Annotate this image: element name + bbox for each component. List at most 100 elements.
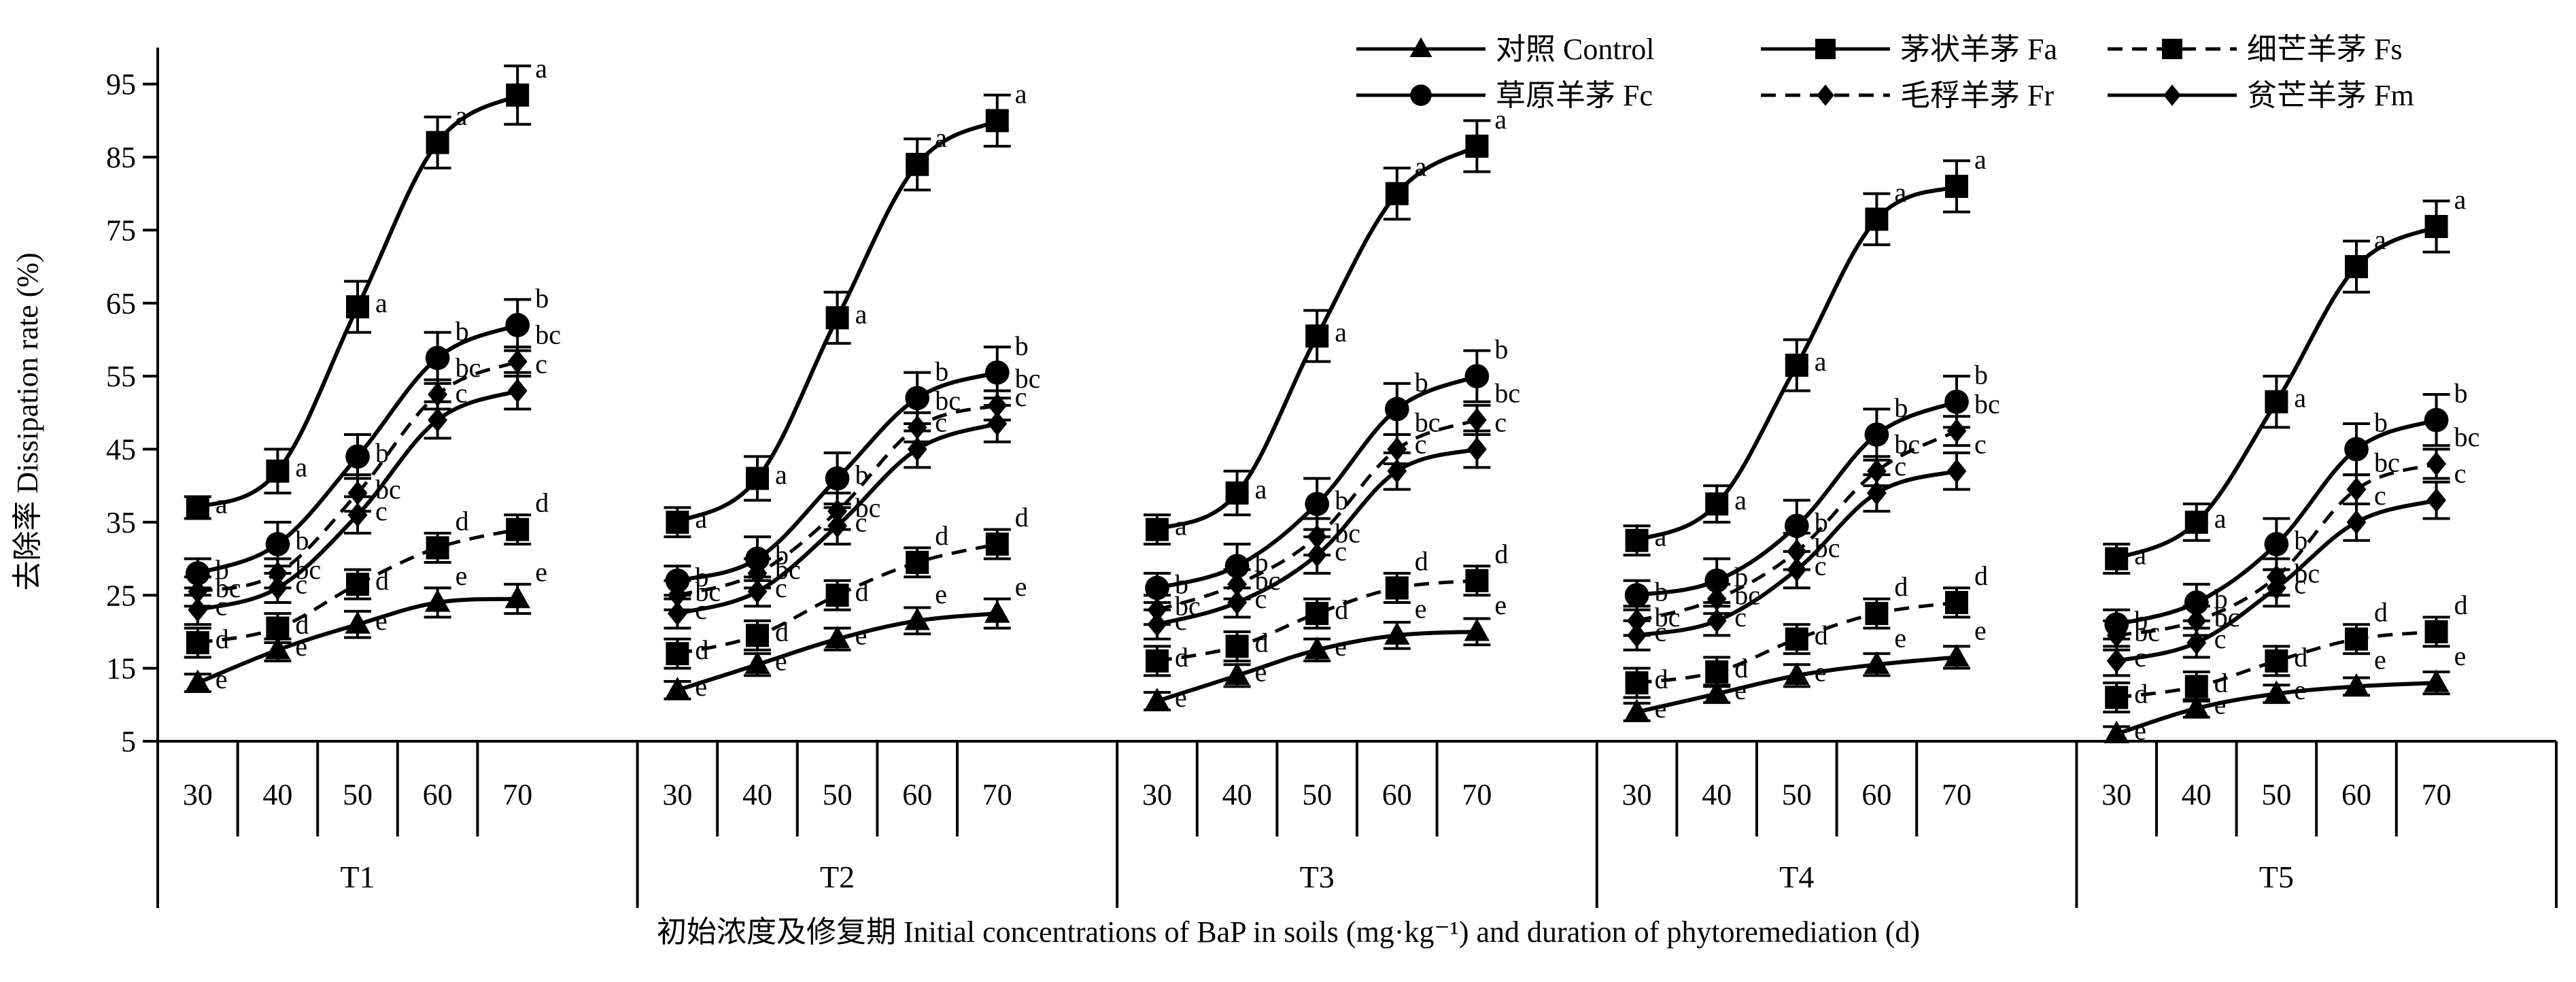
legend-label: 毛稃羊茅 Fr — [1900, 79, 2054, 112]
marker-circle — [425, 345, 450, 371]
significance-label: d — [295, 609, 309, 640]
significance-label: b — [2214, 583, 2228, 614]
significance-label: c — [1175, 605, 1187, 636]
significance-label: e — [2294, 675, 2306, 705]
marker-square — [2105, 685, 2129, 709]
marker-circle — [345, 444, 370, 469]
significance-label: bc — [1015, 363, 1041, 394]
marker-circle — [2264, 532, 2289, 556]
legend-label: 茅状羊茅 Fa — [1900, 33, 2057, 66]
marker-square — [1705, 492, 1729, 516]
marker-diamond — [428, 407, 448, 433]
significance-label: c — [375, 496, 388, 526]
marker-diamond — [2426, 452, 2447, 476]
concentration-label: 40 — [1702, 778, 1732, 811]
significance-label: d — [1655, 664, 1668, 694]
significance-label: a — [375, 288, 388, 318]
concentration-label: 40 — [742, 778, 772, 811]
marker-diamond — [1307, 543, 1327, 568]
marker-square — [1305, 602, 1329, 626]
significance-label: d — [1815, 620, 1828, 651]
significance-label: e — [1015, 571, 1027, 602]
significance-label: c — [1734, 602, 1747, 632]
marker-square — [2424, 215, 2448, 239]
marker-triangle — [264, 637, 291, 660]
significance-label: c — [855, 507, 868, 537]
significance-label: d — [216, 624, 229, 654]
significance-label: c — [1415, 429, 1427, 460]
marker-diamond — [2346, 477, 2367, 502]
significance-label: a — [2134, 540, 2146, 571]
significance-label: e — [1494, 590, 1507, 620]
marker-square — [1146, 518, 1169, 541]
significance-label: b — [1415, 367, 1428, 397]
significance-label: e — [535, 557, 547, 588]
x-axis-title: 初始浓度及修复期 Initial concentrations of BaP i… — [657, 915, 1920, 949]
marker-diamond — [1817, 84, 1834, 106]
significance-label: c — [2454, 458, 2467, 489]
marker-square — [1625, 671, 1649, 695]
marker-triangle — [1864, 651, 1890, 674]
significance-label: c — [2214, 624, 2227, 654]
significance-label: d — [1974, 560, 1988, 591]
group-label: T1 — [340, 860, 375, 894]
y-tick-label: 15 — [106, 652, 136, 685]
marker-triangle — [2184, 695, 2210, 718]
significance-label: d — [1335, 594, 1348, 625]
marker-triangle — [904, 607, 930, 630]
significance-label: e — [1734, 675, 1747, 705]
y-tick-label: 25 — [106, 579, 136, 612]
significance-label: bc — [1494, 378, 1520, 409]
significance-label: a — [1335, 317, 1347, 348]
marker-circle — [1305, 492, 1330, 516]
concentration-label: 70 — [1462, 778, 1492, 811]
legend-label: 草原羊茅 Fc — [1496, 79, 1653, 112]
marker-triangle — [1224, 662, 1250, 685]
legend-item: 对照 Control — [1356, 33, 1654, 66]
significance-label: bc — [1415, 407, 1441, 438]
concentration-label: 60 — [1382, 778, 1412, 811]
marker-triangle — [1784, 662, 1810, 685]
marker-square — [1385, 576, 1409, 600]
series-2 — [184, 513, 2450, 714]
significance-label: c — [2294, 569, 2306, 600]
marker-diamond — [1946, 418, 1967, 443]
marker-square — [1305, 324, 1329, 348]
significance-label: b — [855, 459, 869, 490]
marker-square — [1705, 660, 1729, 683]
significance-label: bc — [1255, 565, 1281, 596]
concentration-label: 30 — [2101, 778, 2131, 811]
significance-label: a — [216, 488, 228, 519]
significance-label: bc — [535, 320, 561, 350]
significance-label: c — [1255, 583, 1267, 614]
marker-square — [2184, 675, 2208, 698]
marker-square — [2345, 627, 2368, 651]
concentration-label: 60 — [1861, 778, 1891, 811]
significance-label: d — [1175, 642, 1188, 673]
significance-label: a — [2294, 383, 2306, 413]
y-tick-label: 45 — [106, 433, 136, 467]
significance-label: b — [2134, 605, 2148, 636]
concentration-label: 70 — [982, 778, 1012, 811]
concentration-label: 50 — [343, 778, 373, 811]
significance-label: a — [1015, 78, 1027, 109]
significance-label: a — [1494, 104, 1507, 135]
series-3 — [184, 298, 2450, 641]
marker-square — [1865, 207, 1889, 231]
significance-label: bc — [2294, 558, 2320, 588]
significance-label: bc — [2374, 447, 2400, 478]
axes: 5 15 25 35 45 55 65 75 85 95 30 40 50 60 70 T1 30 40 50 60 7… — [106, 48, 2558, 908]
legend-item: 草原羊茅 Fc — [1356, 79, 1653, 112]
significance-label: a — [2454, 184, 2467, 215]
marker-triangle — [664, 677, 691, 700]
significance-label: e — [456, 560, 468, 591]
significance-label: b — [1335, 485, 1348, 515]
marker-triangle — [504, 586, 530, 609]
marker-square — [1146, 649, 1169, 673]
y-tick-label: 55 — [106, 360, 136, 393]
significance-label: d — [456, 505, 469, 536]
series-5 — [184, 371, 2450, 677]
marker-square — [266, 616, 290, 640]
significance-label: e — [1175, 682, 1187, 713]
marker-circle — [1464, 364, 1490, 389]
